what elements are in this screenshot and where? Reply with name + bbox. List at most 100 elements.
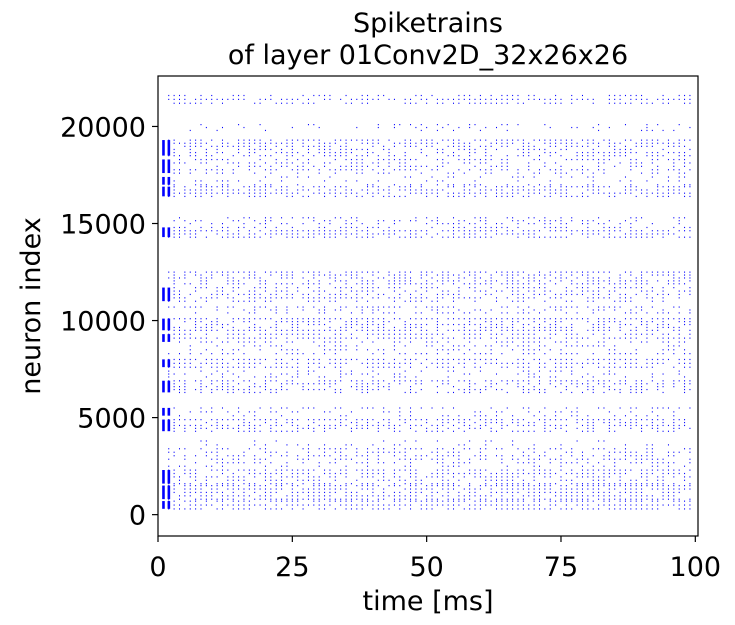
- spike-marker: [297, 498, 299, 500]
- spike-marker: [474, 287, 476, 289]
- spike-marker: [372, 500, 374, 502]
- spike-marker: [533, 508, 535, 510]
- spike-marker: [453, 186, 455, 188]
- spike-marker: [243, 236, 245, 238]
- spike-marker: [324, 297, 326, 299]
- spike-marker: [426, 508, 428, 510]
- spike-marker: [635, 380, 637, 382]
- spike-marker: [490, 421, 492, 424]
- spike-marker: [168, 306, 170, 308]
- spike-marker: [415, 455, 417, 457]
- spike-marker: [264, 283, 266, 285]
- spike-marker: [684, 421, 686, 424]
- spike-marker: [221, 230, 223, 232]
- spike-marker: [275, 329, 277, 331]
- spike-marker: [211, 495, 213, 497]
- spike-marker: [635, 326, 637, 329]
- spike-marker: [635, 421, 637, 424]
- spike-marker: [259, 148, 261, 151]
- spike-marker: [517, 424, 519, 427]
- spike-marker: [533, 274, 535, 276]
- spike-marker: [243, 479, 245, 481]
- spike-marker: [592, 277, 594, 279]
- spike-marker: [189, 424, 191, 427]
- spike-marker: [232, 220, 234, 222]
- spike-marker: [646, 448, 648, 450]
- spike-marker: [474, 488, 476, 490]
- spike-marker: [238, 226, 240, 229]
- spike-marker: [587, 469, 589, 471]
- spike-marker: [549, 329, 551, 331]
- spike-marker: [377, 362, 379, 364]
- spike-marker: [340, 309, 342, 311]
- spike-marker: [501, 271, 503, 273]
- spike-marker: [313, 455, 315, 457]
- spike-marker: [286, 192, 288, 194]
- spike-marker: [297, 373, 299, 375]
- spike-marker: [420, 362, 422, 364]
- spike-marker: [318, 483, 320, 485]
- spike-marker: [614, 349, 616, 351]
- spike-marker: [324, 448, 326, 450]
- spike-marker: [463, 373, 465, 375]
- spike-marker: [436, 469, 438, 471]
- spike-marker: [195, 321, 197, 323]
- spike-marker: [388, 186, 390, 188]
- spike-marker: [254, 386, 256, 388]
- spike-marker: [560, 341, 562, 343]
- spike-marker: [646, 139, 648, 141]
- spike-marker: [490, 329, 492, 331]
- spike-marker: [662, 495, 664, 497]
- spike-marker: [232, 189, 234, 191]
- spike-marker: [345, 345, 347, 347]
- spike-marker: [469, 148, 471, 151]
- spike-marker: [367, 358, 369, 361]
- spike-marker: [168, 300, 170, 302]
- spike-marker: [538, 391, 540, 394]
- spike-marker: [565, 366, 567, 368]
- spike-marker: [259, 333, 261, 335]
- spike-marker: [307, 444, 309, 446]
- spike-marker: [205, 337, 207, 339]
- spike-marker: [356, 380, 358, 382]
- spike-marker: [490, 500, 492, 502]
- spike-marker: [324, 349, 326, 351]
- spike-marker: [383, 148, 385, 151]
- spike-marker: [345, 329, 347, 331]
- spike-marker: [238, 485, 240, 487]
- spike-marker: [216, 306, 218, 308]
- spike-marker: [388, 333, 390, 335]
- spike-marker: [528, 145, 530, 147]
- spike-marker: [587, 226, 589, 229]
- spike-marker: [221, 386, 223, 388]
- spike-marker: [544, 488, 546, 490]
- spike-marker: [646, 337, 648, 339]
- spike-marker: [684, 321, 686, 323]
- spike-marker: [243, 358, 245, 361]
- spike-marker: [614, 458, 616, 460]
- spike-marker: [571, 373, 573, 375]
- spike-marker: [270, 345, 272, 347]
- spike-marker: [383, 158, 385, 161]
- spike-marker: [356, 448, 358, 450]
- spike-marker: [479, 476, 481, 478]
- spike-marker: [334, 427, 336, 429]
- spike-marker: [549, 376, 551, 378]
- spike-marker: [528, 407, 530, 409]
- spike-marker: [538, 192, 540, 194]
- spike-marker: [555, 326, 557, 329]
- spike-marker: [538, 287, 540, 289]
- spike-marker: [651, 472, 653, 475]
- spike-marker: [501, 362, 503, 364]
- spike-marker: [598, 297, 600, 299]
- spike-marker: [431, 287, 433, 289]
- spike-marker: [350, 223, 352, 225]
- spike-marker: [286, 165, 288, 167]
- spike-marker: [345, 419, 347, 421]
- spike-marker: [200, 498, 202, 500]
- spike-marker: [340, 472, 342, 475]
- spike-marker: [598, 293, 600, 296]
- spike-marker: [307, 271, 309, 273]
- spike-marker: [340, 451, 342, 453]
- spike-marker: [630, 495, 632, 497]
